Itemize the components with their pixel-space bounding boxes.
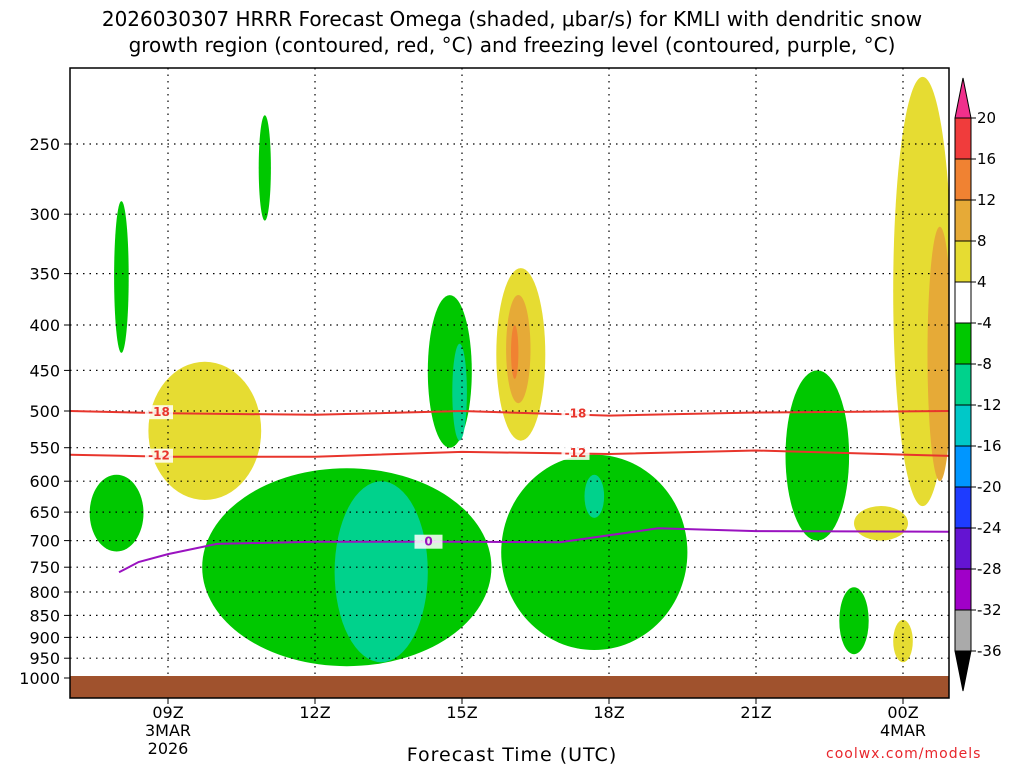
omega-region-11	[501, 454, 688, 650]
x-tick-label-21Z: 21Z	[740, 703, 771, 722]
y-tick-label-500: 500	[29, 402, 60, 421]
chart-title-line-1: 2026030307 HRRR Forecast Omega (shaded, …	[101, 7, 923, 31]
y-tick-label-400: 400	[29, 316, 60, 335]
y-tick-label-300: 300	[29, 205, 60, 224]
contour-label-bg-0-0	[145, 405, 173, 420]
y-tick-label-750: 750	[29, 558, 60, 577]
colorbar-segment-3	[954, 240, 972, 283]
contour-line-2	[118, 527, 949, 574]
y-tick-label-800: 800	[29, 583, 60, 602]
colorbar-segment-9	[954, 486, 972, 529]
x-axis-title: Forecast Time (UTC)	[406, 744, 618, 766]
y-tick-label-900: 900	[29, 628, 60, 647]
x-tick-year-09Z: 2026	[148, 739, 189, 758]
contour-label-0-1: -18	[565, 406, 587, 420]
colorbar-segment-2	[954, 199, 972, 242]
colorbar-segment-1	[954, 158, 972, 201]
contour-label-bg-1-0	[145, 448, 173, 463]
colorbar-top-arrow	[954, 77, 972, 119]
colorbar-label-4: 4	[977, 273, 987, 291]
contour-label-2-0: 0	[424, 535, 432, 549]
colorbar-segment-4	[954, 281, 972, 324]
y-tick-label-550: 550	[29, 439, 60, 458]
omega-region-13	[785, 370, 850, 541]
omega-region-4	[452, 343, 467, 441]
y-tick-label-850: 850	[29, 606, 60, 625]
x-tick-label-12Z: 12Z	[299, 703, 330, 722]
colorbar-segment-5	[954, 322, 972, 365]
y-tick-label-1000: 1000	[19, 669, 60, 688]
colorbar-segment-0	[954, 117, 972, 160]
x-tick-label-09Z: 09Z	[152, 703, 183, 722]
contour-label-0-0: -18	[148, 405, 170, 419]
omega-region-18	[839, 587, 869, 655]
colorbar-label-7: -12	[977, 396, 1002, 414]
credit-link[interactable]: coolwx.com/models	[826, 746, 982, 762]
x-tick-sublabel-00Z: 4MAR	[880, 721, 926, 740]
y-tick-label-450: 450	[29, 361, 60, 380]
omega-region-16	[927, 226, 949, 482]
omega-region-7	[511, 325, 519, 379]
contour-label-bg-2-0	[414, 534, 443, 549]
omega-region-0	[114, 201, 129, 353]
colorbar-label-0: 20	[977, 109, 996, 127]
colorbar-segment-10	[954, 527, 972, 570]
colorbar-segment-6	[954, 363, 972, 406]
omega-region-12	[584, 474, 605, 518]
colorbar-label-9: -20	[977, 478, 1002, 496]
plot-frame	[69, 67, 950, 699]
colorbar-label-5: -4	[977, 314, 992, 332]
colorbar-label-8: -16	[977, 437, 1002, 455]
contour-label-bg-0-1	[561, 406, 590, 421]
omega-region-10	[334, 481, 428, 663]
ground-surface	[70, 676, 949, 698]
omega-region-8	[89, 474, 144, 552]
omega-shading	[89, 76, 949, 667]
contour-label-1-0: -12	[148, 449, 170, 463]
y-tick-label-600: 600	[29, 472, 60, 491]
colorbar: 20 16 12 8 4 -4 -8 -12 -16 -20 -24 -28 -32 -36	[954, 77, 1002, 692]
colorbar-segment-7	[954, 404, 972, 447]
y-axis: 250 300 350 400 450 500 550 600 650 700 750 800 850 9…	[19, 135, 70, 688]
colorbar-label-10: -24	[977, 519, 1002, 537]
omega-region-14	[854, 506, 908, 541]
omega-region-1	[258, 115, 271, 221]
colorbar-label-2: 12	[977, 191, 996, 209]
chart-title-line-2: growth region (contoured, red, °C) and f…	[128, 33, 896, 57]
colorbar-segment-12	[954, 609, 972, 652]
colorbar-segment-8	[954, 445, 972, 488]
colorbar-bottom-arrow	[954, 650, 972, 692]
colorbar-segment-11	[954, 568, 972, 611]
colorbar-label-6: -8	[977, 355, 992, 373]
y-tick-label-350: 350	[29, 265, 60, 284]
contour-label-1-1: -12	[565, 446, 587, 460]
chart-title: 2026030307 HRRR Forecast Omega (shaded, …	[0, 6, 1024, 58]
y-tick-label-700: 700	[29, 532, 60, 551]
contour-label-bg-1-1	[561, 445, 590, 460]
colorbar-label-12: -32	[977, 601, 1002, 619]
x-tick-label-18Z: 18Z	[593, 703, 624, 722]
pressure-gridlines	[70, 68, 949, 698]
x-tick-sublabel-09Z: 3MAR	[145, 721, 191, 740]
colorbar-label-11: -28	[977, 560, 1002, 578]
y-tick-label-250: 250	[29, 135, 60, 154]
x-tick-label-15Z: 15Z	[446, 703, 477, 722]
colorbar-label-13: -36	[977, 642, 1002, 660]
colorbar-label-3: 8	[977, 232, 987, 250]
y-tick-label-650: 650	[29, 503, 60, 522]
temperature-contours: -18 -18 -12 -12 0	[70, 405, 949, 574]
x-tick-label-00Z: 00Z	[887, 703, 918, 722]
colorbar-label-1: 16	[977, 150, 996, 168]
y-tick-label-950: 950	[29, 649, 60, 668]
omega-region-2	[148, 361, 262, 500]
